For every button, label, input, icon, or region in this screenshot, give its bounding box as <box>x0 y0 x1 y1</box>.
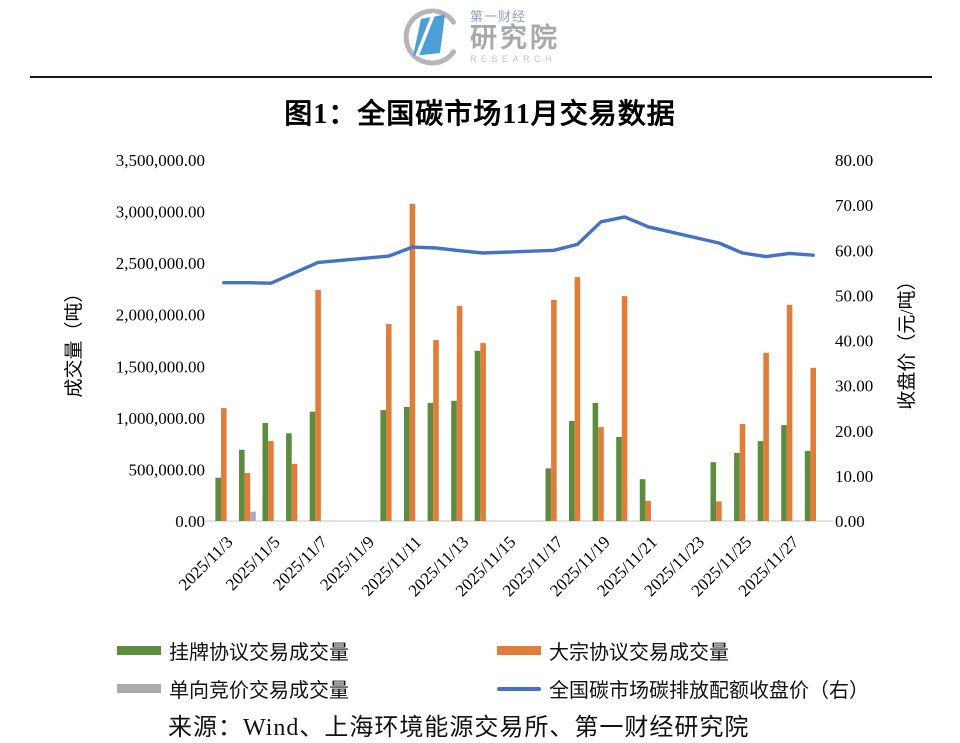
bar-2025/11/14 <box>474 350 481 521</box>
left-axis-tick-label: 500,000.00 <box>129 460 206 479</box>
left-axis-tick-label: 2,500,000.00 <box>116 254 205 273</box>
header-divider <box>30 76 932 78</box>
bar-2025/11/27 <box>781 425 787 521</box>
legend-swatch-orange-bar <box>497 646 541 655</box>
yicai-research-logo: 第一财经 研究院 RESEARCH <box>400 5 560 69</box>
bar-2025/11/21 <box>645 500 651 521</box>
right-axis-ticks: 0.00 10.00 20.00 30.00 40.00 50.00 60.00 70.00 8… <box>835 151 873 531</box>
legend-item-cea-closing-price: 全国碳市场碳排放配额收盘价（右） <box>497 674 869 703</box>
bars-group <box>215 203 816 522</box>
legend-item-unilateral-auction-volume: 单向竞价交易成交量 <box>117 674 349 703</box>
bar-2025/11/18 <box>574 277 581 521</box>
right-axis-tick-label: 70.00 <box>835 196 873 215</box>
bar-2025/11/11 <box>404 407 410 521</box>
bar-2025/11/14 <box>480 343 486 521</box>
bar-2025/11/21 <box>639 479 646 521</box>
right-axis-tick-label: 80.00 <box>835 151 873 170</box>
left-axis-tick-label: 2,000,000.00 <box>116 306 205 325</box>
bar-2025/11/28 <box>810 367 816 521</box>
bar-2025/11/28 <box>804 450 811 521</box>
x-axis-ticks: 2025/11/32025/11/52025/11/72025/11/92025… <box>175 532 803 600</box>
bar-2025/11/7 <box>309 411 316 521</box>
chart-title: 图1：全国碳市场11月交易数据 <box>284 99 676 130</box>
legend-label: 挂牌协议交易成交量 <box>169 642 349 664</box>
bar-2025/11/25 <box>739 424 746 521</box>
bar-2025/11/19 <box>598 427 604 521</box>
bar-2025/11/24 <box>710 462 717 521</box>
source-note: 来源：Wind、上海环境能源交易所、第一财经研究院 <box>168 715 750 741</box>
right-axis-title: 收盘价（元/吨） <box>896 271 918 409</box>
closing-price-line <box>222 215 815 285</box>
bar-2025/11/10 <box>380 410 386 521</box>
legend-label: 单向竞价交易成交量 <box>169 680 349 702</box>
left-axis-tick-label: 1,500,000.00 <box>116 357 205 376</box>
bar-2025/11/7 <box>315 290 321 521</box>
legend-swatch-blue-line <box>497 686 541 691</box>
legend-item-block-agreement-volume: 大宗协议交易成交量 <box>497 636 729 665</box>
left-axis-title: 成交量（吨） <box>63 283 85 397</box>
left-axis-ticks: 0.00 500,000.00 1,000,000.00 1,500,000.00 2,… <box>116 151 205 531</box>
bar-2025/11/12 <box>427 402 434 521</box>
left-axis-tick-label: 1,000,000.00 <box>116 409 205 428</box>
bar-2025/11/12 <box>433 340 439 521</box>
bar-2025/11/11 <box>409 203 416 522</box>
yicai-logo-icon <box>403 8 456 66</box>
bar-2025/11/17 <box>551 299 557 521</box>
chart-legend: 挂牌协议交易成交量 大宗协议交易成交量 单向竞价交易成交量 全国碳市场碳排放配额… <box>0 630 960 708</box>
right-axis-tick-label: 40.00 <box>835 332 873 351</box>
bar-2025/11/3 <box>221 408 227 521</box>
bar-2025/11/25 <box>734 452 740 521</box>
right-axis-tick-label: 30.00 <box>835 377 873 396</box>
brand-top-label: 第一财经 <box>470 9 527 24</box>
bar-2025/11/20 <box>616 436 622 521</box>
bar-2025/11/3 <box>215 477 221 521</box>
left-axis-tick-label: 0.00 <box>175 512 205 531</box>
bar-2025/11/4 <box>250 511 256 521</box>
legend-label: 全国碳市场碳排放配额收盘价（右） <box>549 680 869 702</box>
bar-2025/11/13 <box>451 400 457 521</box>
right-axis-tick-label: 10.00 <box>835 467 873 486</box>
legend-item-listed-agreement-volume: 挂牌协议交易成交量 <box>117 636 349 665</box>
bar-2025/11/13 <box>456 305 463 521</box>
right-axis-tick-label: 50.00 <box>835 286 873 305</box>
combo-chart-svg: 0.00 500,000.00 1,000,000.00 1,500,000.00 2,… <box>63 151 918 600</box>
legend-label: 大宗协议交易成交量 <box>549 642 729 664</box>
right-axis-tick-label: 20.00 <box>835 422 873 441</box>
bar-2025/11/17 <box>545 468 552 521</box>
bar-2025/11/5 <box>262 423 269 521</box>
right-axis-tick-label: 60.00 <box>835 241 873 260</box>
bar-2025/11/27 <box>786 304 793 521</box>
left-axis-tick-label: 3,500,000.00 <box>116 151 205 170</box>
bar-2025/11/10 <box>386 324 392 521</box>
brand-sub-label: RESEARCH <box>470 54 557 64</box>
header: 第一财经 研究院 RESEARCH <box>0 5 960 69</box>
bar-2025/11/4 <box>239 449 245 521</box>
legend-swatch-green-bar <box>117 646 161 655</box>
bar-2025/11/24 <box>716 501 722 521</box>
chart: 0.00 500,000.00 1,000,000.00 1,500,000.00 2,… <box>0 140 960 625</box>
left-axis-tick-label: 3,000,000.00 <box>116 203 205 222</box>
brand-main-label: 研究院 <box>470 23 560 53</box>
bar-2025/11/6 <box>286 433 292 521</box>
bar-2025/11/18 <box>569 421 575 521</box>
bar-2025/11/6 <box>291 463 298 521</box>
bar-2025/11/5 <box>268 441 274 521</box>
bar-2025/11/26 <box>763 352 769 521</box>
bar-2025/11/19 <box>592 402 599 521</box>
yicai-logo-text: 第一财经 研究院 RESEARCH <box>470 10 560 64</box>
bar-2025/11/4 <box>244 473 251 521</box>
legend-swatch-gray-bar <box>117 684 161 693</box>
bar-2025/11/26 <box>757 441 764 521</box>
right-axis-tick-label: 0.00 <box>835 512 865 531</box>
bar-2025/11/20 <box>621 296 628 521</box>
